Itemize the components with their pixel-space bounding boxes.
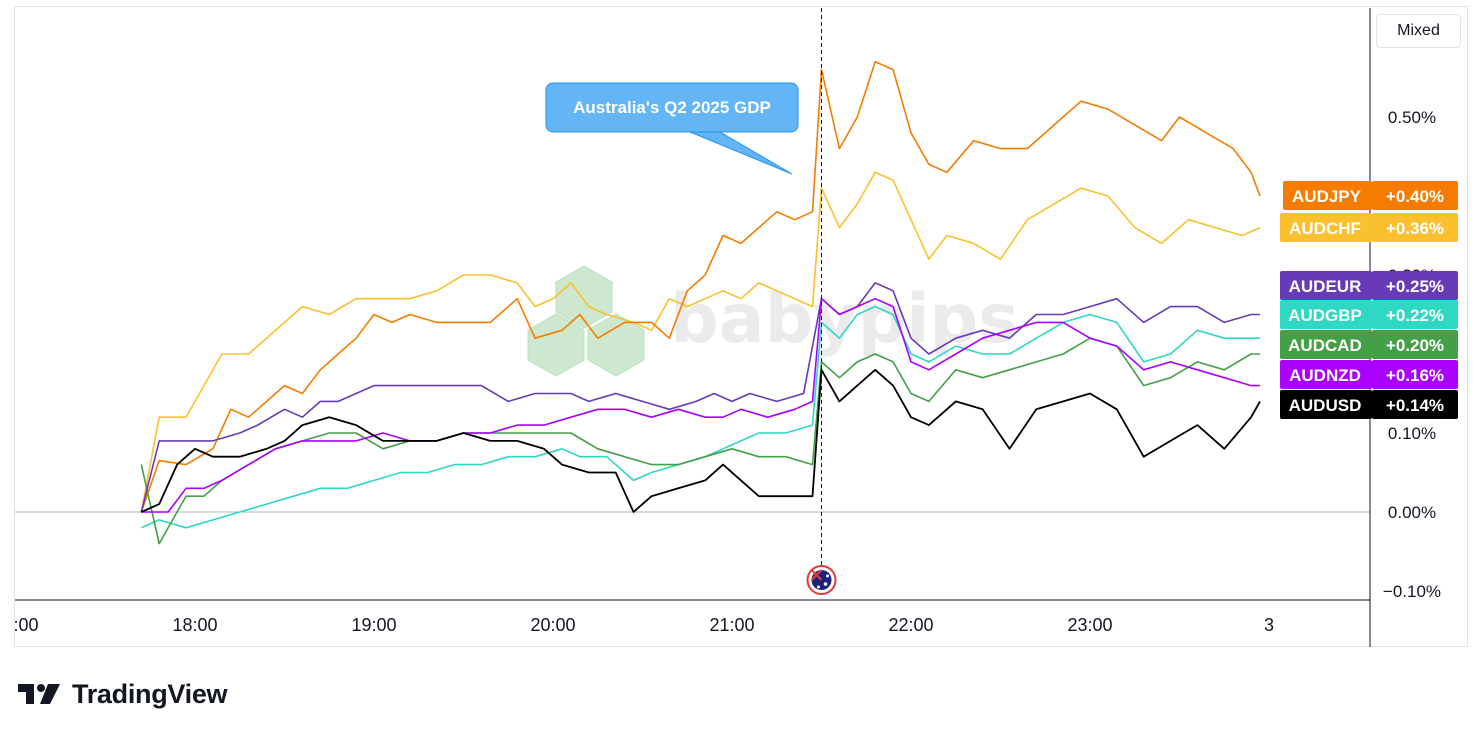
badge-audeur: AUDEUR +0.25% — [1280, 271, 1458, 300]
event-layer: Australia's Q2 2025 GDP — [545, 8, 837, 595]
watermark: babypips — [527, 265, 1019, 377]
series-line-audnzd — [141, 297, 1260, 513]
badge-value: +0.16% — [1386, 366, 1444, 385]
badge-symbol: AUDEUR — [1289, 277, 1362, 296]
series-line-audjpy — [140, 60, 1261, 513]
y-tick-label: 0.00% — [1388, 503, 1436, 522]
badge-audjpy: AUDJPY +0.40% — [1283, 181, 1458, 210]
x-tick-label: 19:00 — [351, 615, 396, 635]
series-line-audgbp — [140, 305, 1260, 529]
annotation-text: Australia's Q2 2025 GDP — [573, 98, 771, 117]
x-tick-label: 3 — [1264, 615, 1274, 635]
badge-audnzd: AUDNZD +0.16% — [1280, 360, 1458, 389]
x-tick-label: 23:00 — [1067, 615, 1112, 635]
y-tick-label: 0.10% — [1388, 424, 1436, 443]
series-line-audcad — [140, 337, 1260, 545]
badge-symbol: AUDJPY — [1292, 187, 1362, 206]
x-axis-left-mask — [0, 605, 14, 645]
scale-mode-label: Mixed — [1397, 22, 1440, 39]
badge-audusd: AUDUSD +0.14% — [1280, 390, 1458, 419]
x-tick-label: 18:00 — [172, 615, 217, 635]
badge-audchf: AUDCHF +0.36% — [1280, 213, 1458, 242]
australia-flag-icon[interactable] — [806, 565, 837, 595]
brand-name: TradingView — [72, 678, 228, 709]
annotation-pointer — [689, 131, 793, 175]
badge-symbol: AUDGBP — [1288, 306, 1362, 325]
x-tick-label: 22:00 — [888, 615, 933, 635]
x-tick-label: 21:00 — [709, 615, 754, 635]
badge-symbol: AUDCAD — [1288, 336, 1362, 355]
series-badges: AUDJPY +0.40% AUDCHF +0.36% AUDEUR +0.25% AUDG… — [1280, 181, 1458, 419]
y-tick-label: −0.10% — [1383, 582, 1441, 601]
tradingview-logo-icon — [18, 684, 60, 704]
y-tick-label: 0.50% — [1388, 108, 1436, 127]
series-layer — [140, 60, 1261, 545]
badge-value: +0.14% — [1386, 396, 1444, 415]
badge-audgbp: AUDGBP +0.22% — [1280, 300, 1458, 329]
badge-value: +0.36% — [1386, 219, 1444, 238]
badge-symbol: AUDUSD — [1289, 396, 1362, 415]
annotation-box[interactable] — [545, 82, 799, 133]
watermark-cubes-icon — [527, 265, 645, 377]
x-tick-label: 20:00 — [530, 615, 575, 635]
scale-mode-button[interactable]: Mixed — [1376, 14, 1461, 48]
badge-symbol: AUDCHF — [1289, 219, 1361, 238]
series-line-audusd — [140, 368, 1261, 513]
series-line-audeur — [140, 282, 1260, 513]
badge-value: +0.40% — [1386, 187, 1444, 206]
badge-audcad: AUDCAD +0.20% — [1280, 330, 1458, 359]
series-line-audchf — [140, 171, 1261, 513]
badge-value: +0.22% — [1386, 306, 1444, 325]
badge-symbol: AUDNZD — [1289, 366, 1361, 385]
badge-value: +0.20% — [1386, 336, 1444, 355]
chart-frame — [14, 6, 1468, 647]
footer: TradingView — [18, 674, 228, 714]
badge-value: +0.25% — [1386, 277, 1444, 296]
